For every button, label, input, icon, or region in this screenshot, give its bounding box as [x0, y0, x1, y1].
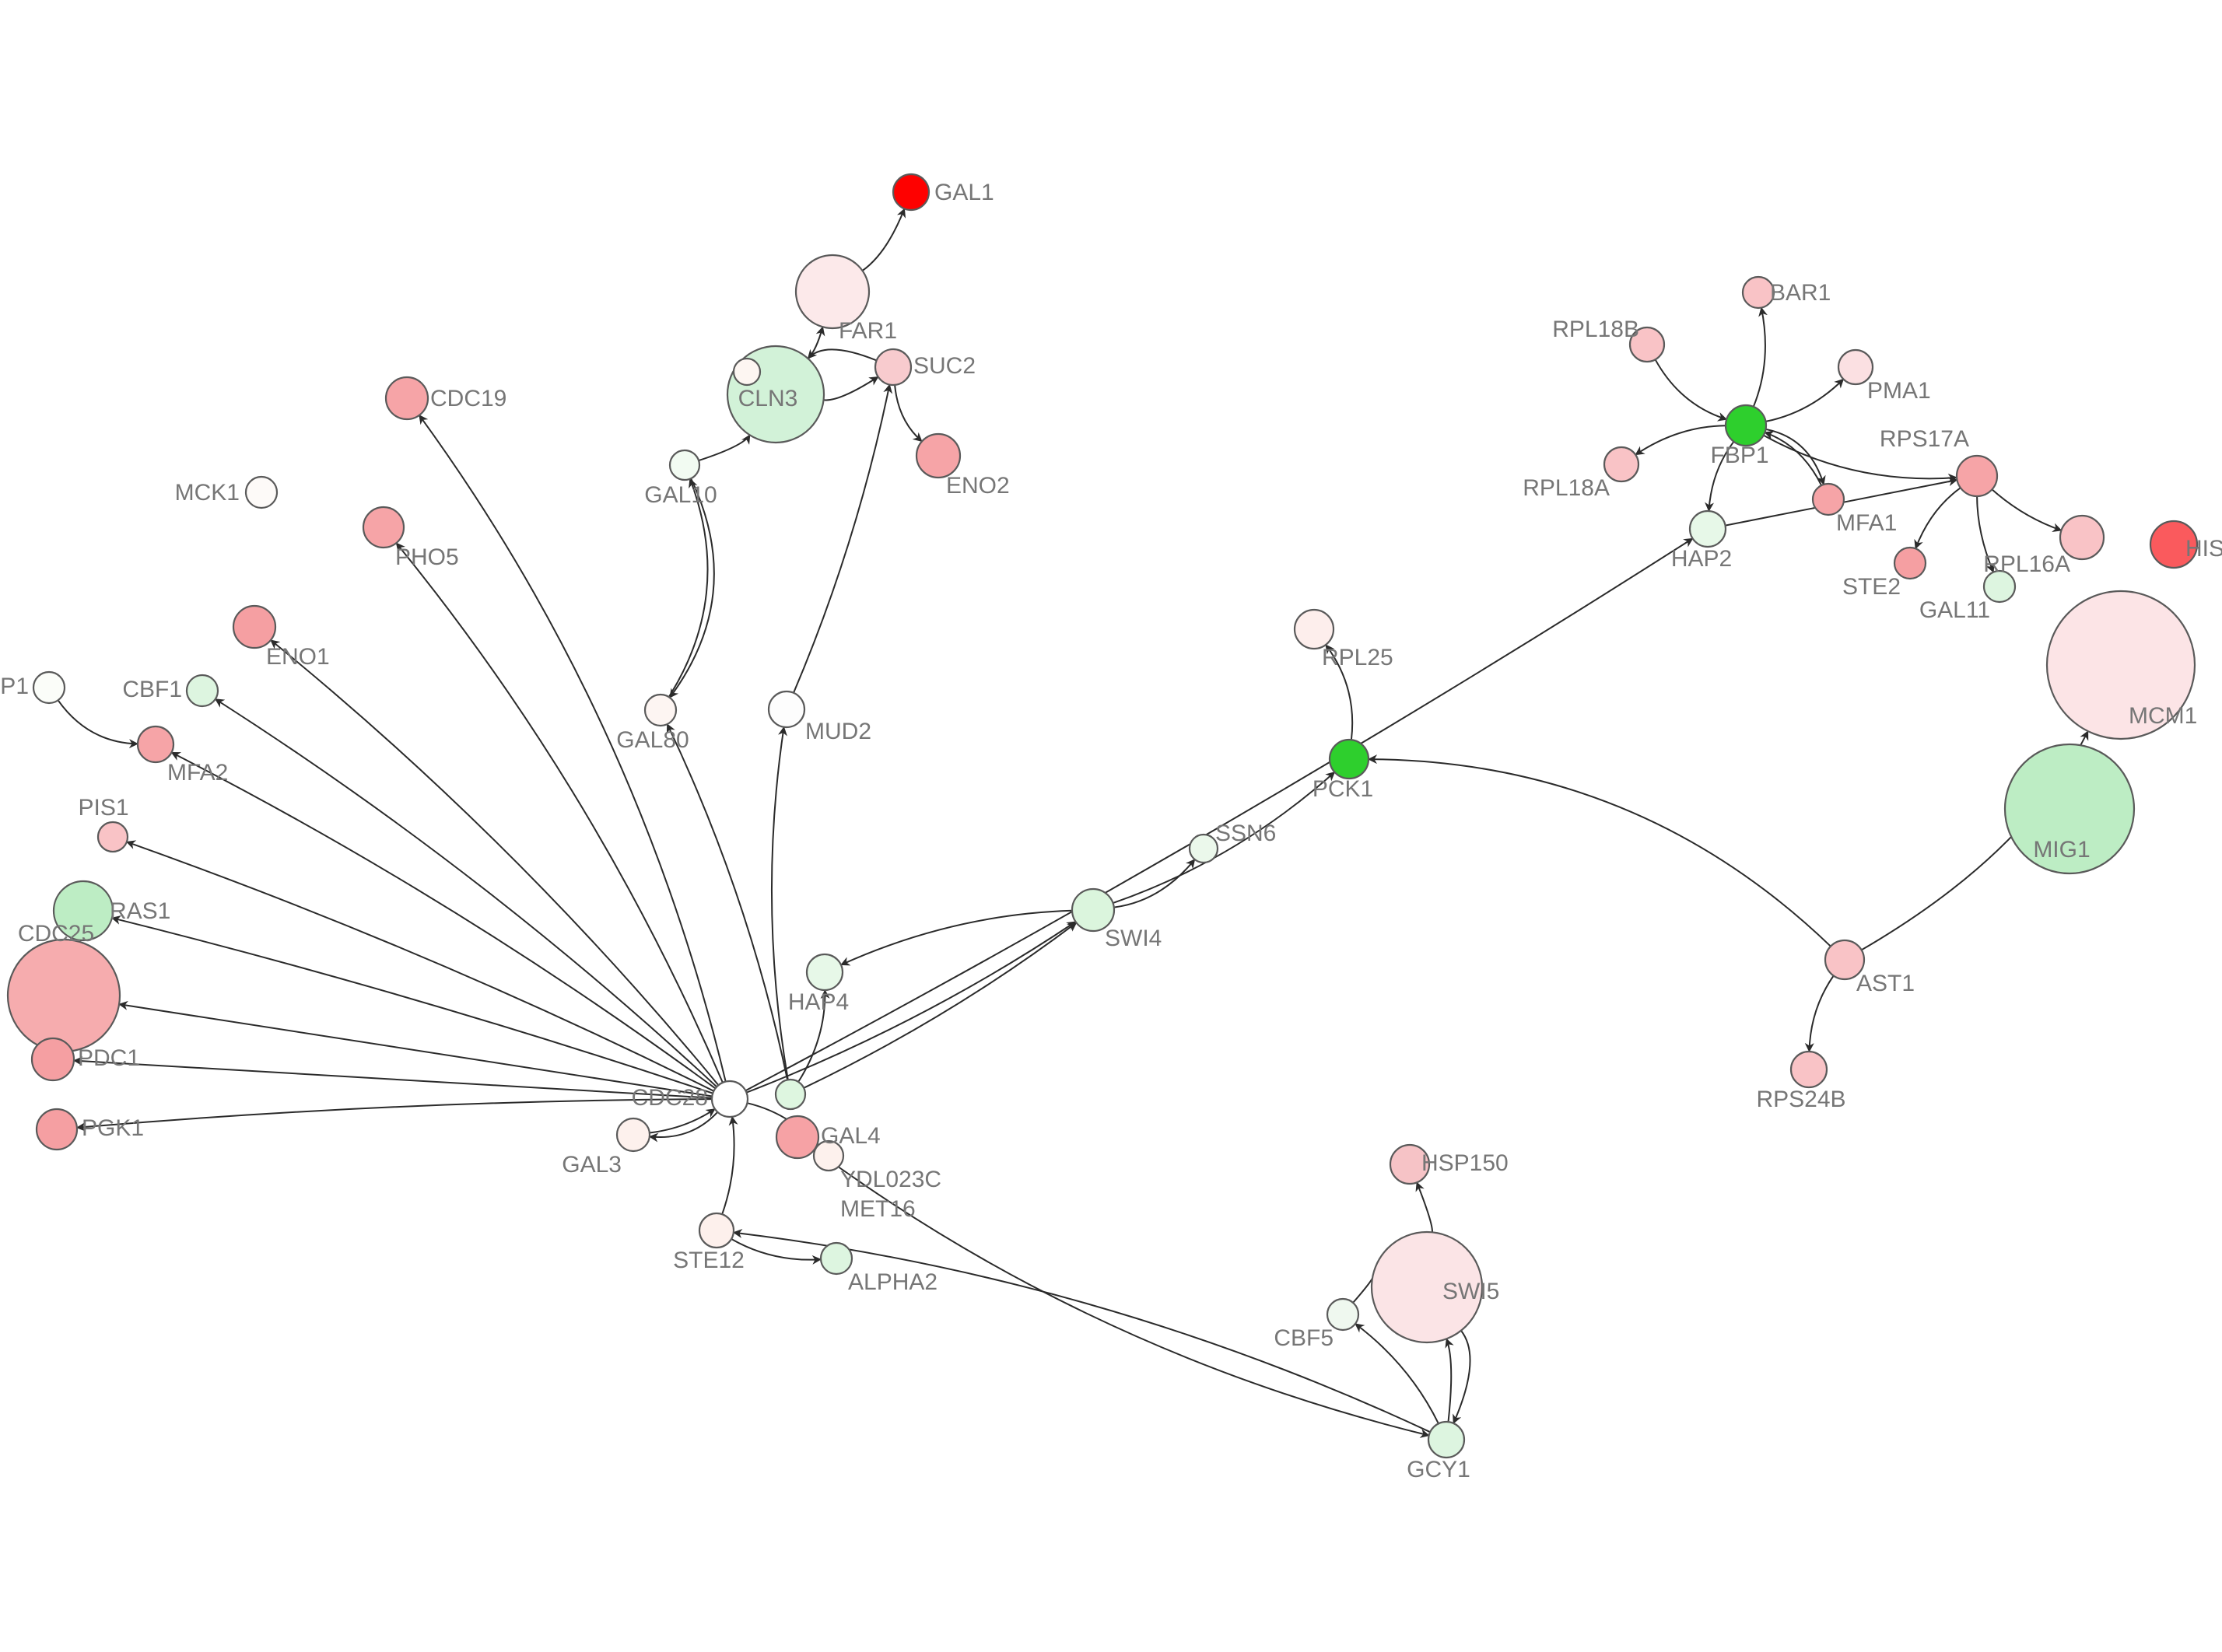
svg-text:STE2: STE2: [1842, 574, 1901, 600]
svg-text:ENO2: ENO2: [946, 473, 1010, 499]
svg-text:CLN3: CLN3: [738, 386, 798, 411]
svg-text:HIS4: HIS4: [2185, 536, 2222, 562]
svg-text:HAP2: HAP2: [1671, 546, 1732, 572]
svg-text:CBF5: CBF5: [1274, 1325, 1334, 1351]
svg-text:FBP1: FBP1: [1710, 443, 1768, 468]
svg-text:SSN6: SSN6: [1215, 821, 1276, 846]
svg-text:RAS1: RAS1: [110, 898, 170, 924]
svg-text:HAP4: HAP4: [788, 989, 849, 1015]
svg-text:GAL80: GAL80: [616, 727, 689, 753]
svg-text:CBF1: CBF1: [122, 677, 182, 702]
svg-text:GAL1: GAL1: [934, 180, 994, 205]
svg-text:CDC25: CDC25: [18, 921, 94, 947]
svg-text:SWI4: SWI4: [1105, 926, 1162, 951]
svg-text:MCK1: MCK1: [175, 480, 240, 506]
svg-text:SUC2: SUC2: [913, 353, 976, 379]
svg-text:RPL18A: RPL18A: [1523, 475, 1610, 501]
svg-text:PMA1: PMA1: [1867, 378, 1931, 404]
svg-text:GAL11: GAL11: [1919, 597, 1990, 623]
svg-text:HSP150: HSP150: [1421, 1150, 1509, 1176]
svg-text:GCY1: GCY1: [1407, 1457, 1470, 1482]
svg-text:MFA2: MFA2: [167, 760, 228, 786]
svg-text:MIG1: MIG1: [2033, 837, 2090, 863]
svg-text:RPL18B: RPL18B: [1552, 317, 1639, 342]
svg-text:RPL16A: RPL16A: [1983, 551, 2070, 577]
svg-text:RPS24B: RPS24B: [1756, 1087, 1845, 1112]
svg-text:MUD2: MUD2: [805, 719, 871, 744]
svg-text:MET16: MET16: [840, 1196, 916, 1222]
svg-text:PHO5: PHO5: [395, 544, 459, 570]
svg-text:STE12: STE12: [673, 1248, 745, 1273]
svg-text:AST1: AST1: [1856, 971, 1915, 996]
svg-text:SWI5: SWI5: [1442, 1279, 1499, 1304]
svg-text:RPS17A: RPS17A: [1880, 426, 1969, 452]
svg-text:PCK1: PCK1: [1313, 776, 1373, 802]
svg-text:CDC19: CDC19: [430, 386, 506, 411]
svg-text:CDC28: CDC28: [632, 1085, 708, 1111]
svg-text:GAL3: GAL3: [562, 1152, 622, 1178]
svg-text:MFA1: MFA1: [1836, 510, 1897, 536]
svg-text:YDL023C: YDL023C: [840, 1167, 941, 1192]
svg-text:PDC1: PDC1: [78, 1045, 140, 1071]
svg-text:PGK1: PGK1: [82, 1115, 144, 1141]
svg-text:GAL4: GAL4: [821, 1123, 881, 1149]
svg-text:TUP1: TUP1: [0, 674, 29, 699]
svg-text:PIS1: PIS1: [78, 795, 128, 821]
svg-text:ENO1: ENO1: [266, 644, 330, 670]
svg-text:ALPHA2: ALPHA2: [848, 1269, 938, 1295]
svg-text:RPL25: RPL25: [1322, 645, 1393, 670]
svg-text:GAL10: GAL10: [644, 482, 717, 508]
svg-text:FAR1: FAR1: [839, 318, 897, 344]
svg-text:MCM1: MCM1: [2129, 703, 2197, 729]
svg-text:BAR1: BAR1: [1770, 280, 1831, 306]
